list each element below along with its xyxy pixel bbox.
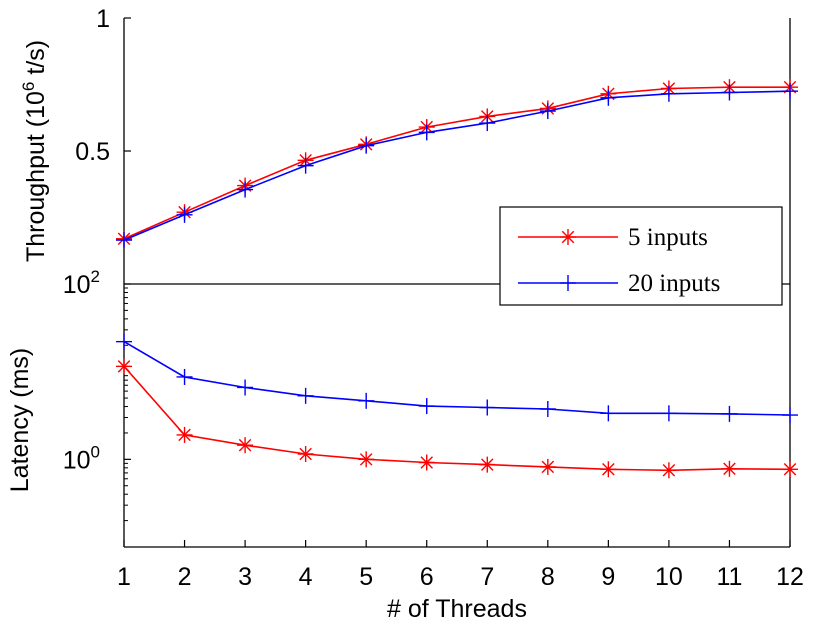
x-ticks: 1 2 3 4 5 6 7 8 9 10 11 12 — [117, 540, 804, 591]
legend-label: 20 inputs — [628, 270, 720, 297]
throughput-line-20-inputs — [123, 90, 791, 241]
x-tick-label: 5 — [359, 563, 373, 591]
bottom-series-group — [116, 333, 798, 479]
bottom-y-ticks: 100 102 — [63, 267, 131, 522]
legend-item-20-inputs: 20 inputs — [518, 270, 720, 297]
legend-box — [499, 206, 783, 306]
throughput-panel: 0.51 Throughput (106 t/s) — [19, 5, 798, 285]
latency-point — [176, 426, 193, 443]
x-tick-label: 7 — [480, 563, 494, 591]
latency-point — [116, 333, 132, 350]
x-tick-label: 3 — [238, 563, 252, 591]
latency-point — [721, 405, 738, 422]
latency-line-5-inputs — [123, 365, 791, 472]
throughput-point — [660, 85, 677, 102]
latency-point — [479, 456, 496, 473]
latency-point — [600, 461, 617, 478]
legend-label: 5 inputs — [628, 224, 708, 251]
throughput-point — [600, 89, 617, 106]
latency-point — [782, 407, 798, 424]
latency-point — [358, 451, 375, 468]
top-y-axis-label: Throughput (106 t/s) — [19, 40, 50, 262]
throughput-series-20-inputs — [116, 83, 798, 249]
latency-point — [600, 405, 617, 422]
x-tick-label: 6 — [420, 563, 434, 591]
throughput-point — [237, 181, 254, 198]
throughput-point — [297, 157, 314, 174]
bottom-y-tick-label: 100 — [63, 442, 100, 474]
latency-line-20-inputs — [123, 340, 791, 416]
latency-series-5-inputs — [116, 358, 798, 479]
top-y-tick-label: 1 — [96, 5, 110, 33]
latency-point — [660, 462, 677, 479]
x-tick-label: 2 — [178, 563, 192, 591]
top-y-ticks: 0.51 — [75, 5, 131, 166]
latency-point — [116, 358, 132, 375]
throughput-point — [358, 137, 375, 154]
latency-point — [237, 379, 254, 396]
latency-point — [782, 461, 798, 478]
latency-point — [660, 405, 677, 422]
legend-marker — [560, 275, 576, 291]
throughput-point — [782, 83, 798, 100]
x-tick-label: 8 — [541, 563, 555, 591]
latency-point — [237, 437, 254, 454]
top-series-group — [116, 79, 798, 249]
latency-point — [539, 401, 556, 418]
legend: 5 inputs 20 inputs — [499, 206, 783, 306]
x-tick-label: 1 — [117, 563, 131, 591]
latency-point — [297, 387, 314, 404]
latency-point — [479, 399, 496, 416]
latency-point — [418, 398, 435, 415]
legend-marker — [560, 229, 576, 245]
bottom-y-tick-label: 102 — [63, 267, 100, 299]
latency-point — [297, 446, 314, 463]
throughput-point — [479, 115, 496, 132]
throughput-point — [539, 103, 556, 120]
latency-point — [721, 460, 738, 477]
latency-point — [358, 392, 375, 409]
top-y-label-exponent: 6 — [19, 82, 38, 91]
throughput-line-5-inputs — [123, 86, 790, 240]
throughput-point — [721, 84, 738, 101]
throughput-point — [418, 124, 435, 141]
x-tick-label: 12 — [776, 563, 804, 591]
x-tick-label: 10 — [655, 563, 683, 591]
latency-point — [418, 454, 435, 471]
x-tick-label: 9 — [601, 563, 615, 591]
x-axis-label: # of Threads — [387, 595, 527, 623]
latency-series-20-inputs — [116, 333, 798, 424]
x-tick-label: 4 — [299, 563, 313, 591]
top-y-tick-label: 0.5 — [75, 138, 110, 166]
bottom-y-axis-label: Latency (ms) — [6, 348, 34, 492]
latency-point — [539, 458, 556, 475]
throughput-point — [176, 206, 193, 223]
throughput-point — [116, 232, 132, 249]
x-tick-label: 11 — [716, 563, 742, 591]
legend-item-5-inputs: 5 inputs — [518, 224, 708, 251]
latency-point — [176, 368, 193, 385]
